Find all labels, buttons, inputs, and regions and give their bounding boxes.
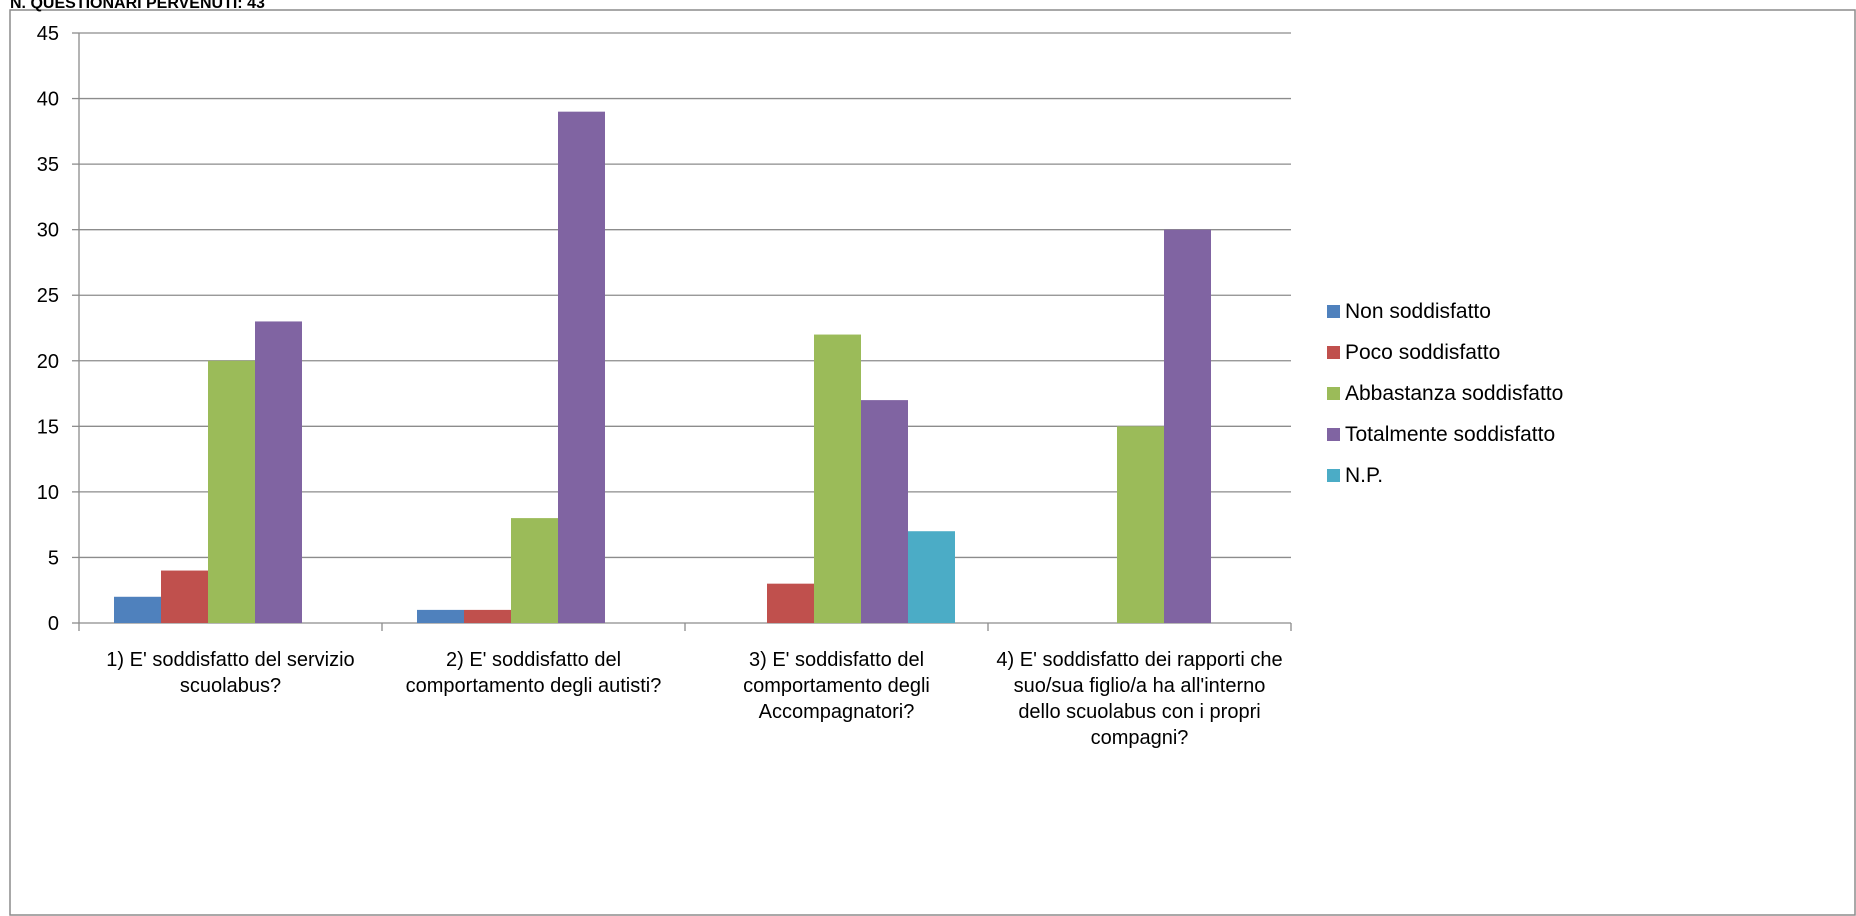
bar-poco-soddisfatto-2	[464, 609, 511, 623]
y-tick-label: 45	[37, 23, 59, 45]
bar-abbastanza-soddisfatto-3	[814, 334, 861, 623]
bar-n-p--3	[908, 531, 955, 623]
y-tick-label: 15	[37, 416, 59, 438]
bar-totalmente-soddisfatto-2	[558, 111, 605, 624]
x-category-labels: 1) E' soddisfatto del servizio scuolabus?…	[106, 649, 1282, 749]
bar-totalmente-soddisfatto-3	[861, 400, 908, 623]
legend-swatch	[1327, 346, 1340, 359]
bar-poco-soddisfatto-3	[767, 583, 814, 623]
category-label: comportamento degli autisti?	[406, 675, 662, 697]
category-label: dello scuolabus con i propri	[1018, 701, 1260, 723]
legend-swatch	[1327, 305, 1340, 318]
bar-totalmente-soddisfatto-1	[255, 321, 302, 623]
chart-border	[9, 9, 1856, 916]
category-label: scuolabus?	[180, 675, 281, 697]
y-tick-label: 5	[48, 547, 59, 569]
y-tick-label: 0	[48, 613, 59, 635]
y-tick-label: 25	[37, 285, 59, 307]
bar-totalmente-soddisfatto-4	[1164, 229, 1211, 623]
bar-abbastanza-soddisfatto-1	[208, 360, 255, 623]
y-tick-label: 40	[37, 89, 59, 111]
category-label: 1) E' soddisfatto del servizio	[106, 649, 354, 671]
y-tick-label: 30	[37, 220, 59, 242]
y-tick-labels: 0 5 10 15 20 25 30 35 40 45	[37, 23, 59, 635]
bar-non-soddisfatto-2	[417, 609, 464, 623]
category-label: Accompagnatori?	[759, 701, 915, 723]
y-tick-label: 10	[37, 482, 59, 504]
legend-swatch	[1327, 428, 1340, 441]
bar-poco-soddisfatto-1	[161, 570, 208, 623]
y-tick-label: 35	[37, 154, 59, 176]
category-label: 4) E' soddisfatto dei rapporti che	[996, 649, 1282, 671]
legend-label: Totalmente soddisfatto	[1345, 423, 1555, 446]
legend-swatch	[1327, 469, 1340, 482]
y-tick-label: 20	[37, 351, 59, 373]
legend-label: Non soddisfatto	[1345, 300, 1491, 323]
category-label: 3) E' soddisfatto del	[749, 649, 924, 671]
category-label: suo/sua figlio/a ha all'interno	[1014, 675, 1266, 697]
legend-label: N.P.	[1345, 464, 1383, 487]
bar-non-soddisfatto-1	[114, 596, 161, 623]
legend-swatch	[1327, 387, 1340, 400]
category-label: 2) E' soddisfatto del	[446, 649, 621, 671]
category-label: comportamento degli	[743, 675, 930, 697]
bars	[114, 111, 1211, 624]
header-text: N. QUESTIONARI PERVENUTI: 43	[10, 0, 265, 12]
bar-abbastanza-soddisfatto-2	[511, 518, 558, 623]
bar-abbastanza-soddisfatto-4	[1117, 426, 1164, 623]
legend: Non soddisfatto Poco soddisfatto Abbastanz…	[1327, 300, 1563, 487]
legend-label: Poco soddisfatto	[1345, 341, 1500, 364]
category-label: compagni?	[1091, 727, 1189, 749]
legend-label: Abbastanza soddisfatto	[1345, 382, 1563, 405]
